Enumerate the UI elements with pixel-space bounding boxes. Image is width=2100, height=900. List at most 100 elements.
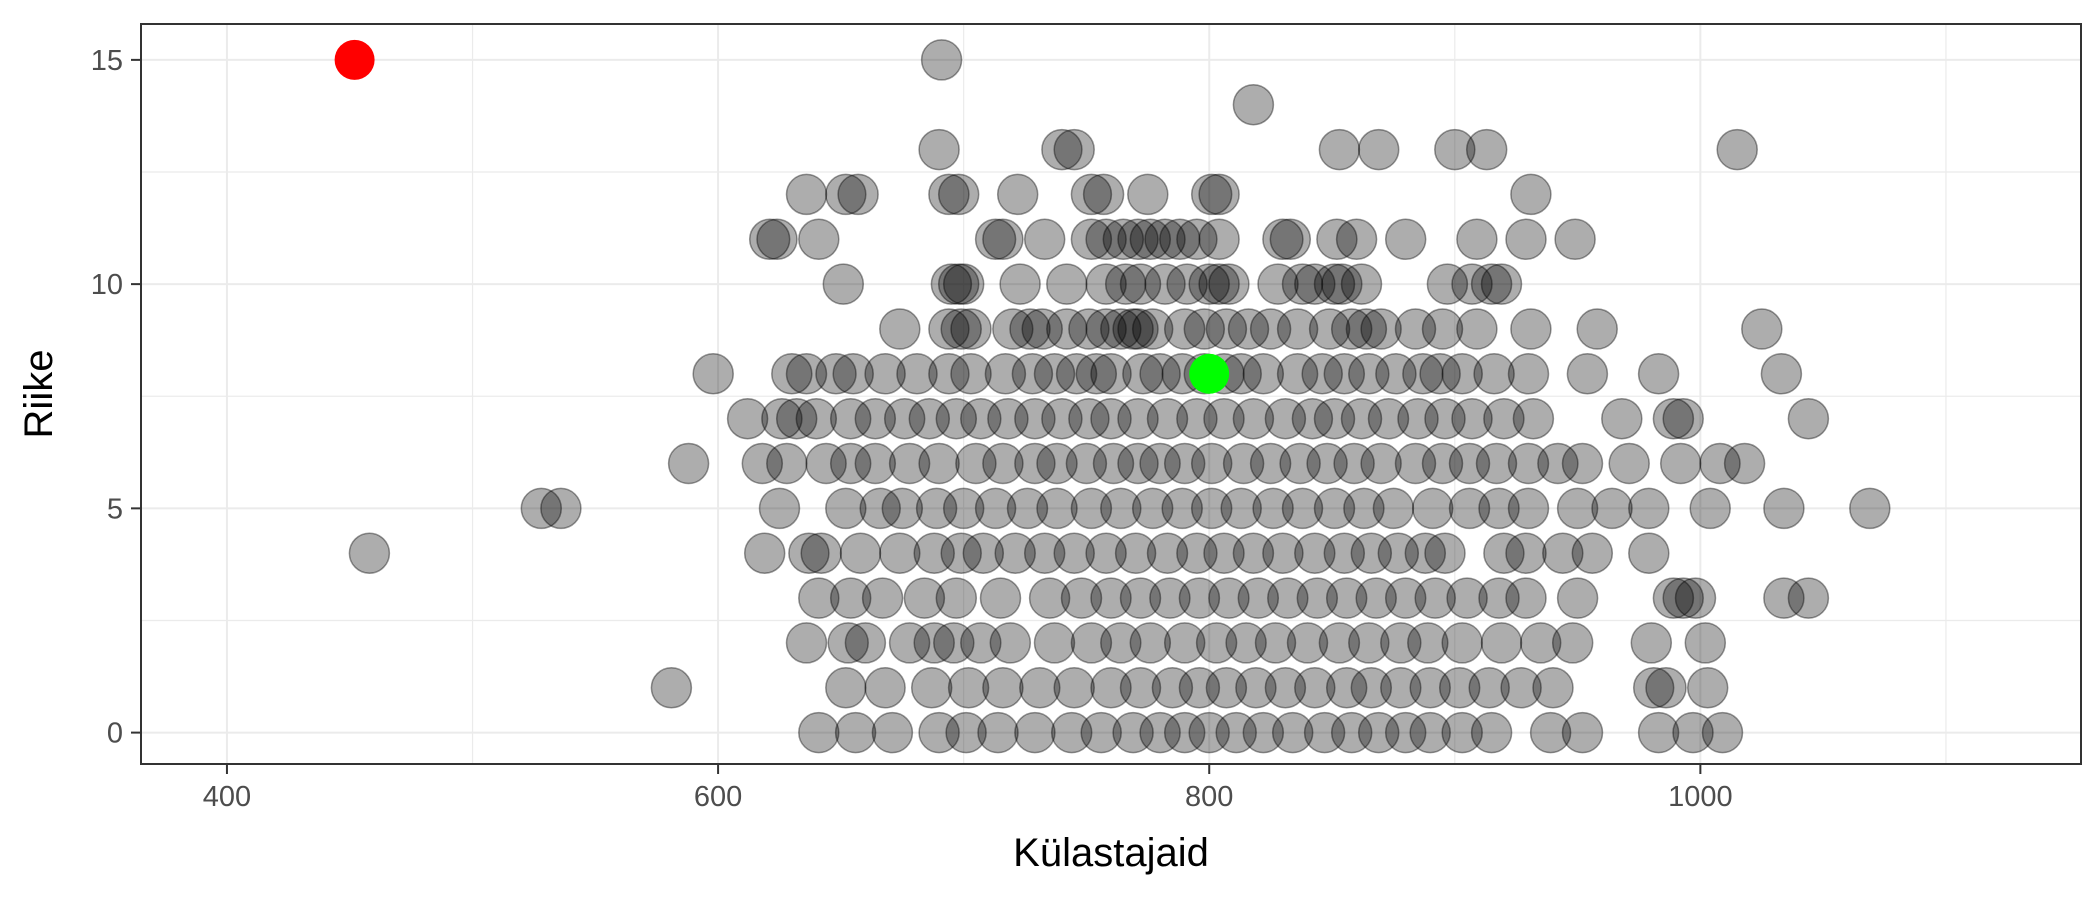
data-point — [1176, 397, 1218, 440]
data-point — [1117, 397, 1159, 440]
data-point — [1394, 442, 1437, 485]
data-point — [918, 128, 960, 171]
data-point — [1849, 487, 1891, 530]
data-point — [756, 218, 798, 261]
data-point — [1276, 353, 1319, 395]
data-point — [1220, 487, 1262, 530]
data-point — [1357, 128, 1400, 171]
data-point — [1161, 487, 1203, 530]
data-point — [1294, 263, 1336, 305]
data-point — [827, 622, 869, 664]
data-point — [982, 667, 1024, 709]
data-point — [1119, 577, 1162, 619]
data-point — [994, 532, 1036, 574]
data-point — [1262, 218, 1304, 261]
axes: 400 600 800 1000 0 5 10 15 — [91, 45, 1733, 813]
data-point — [1104, 263, 1147, 305]
data-point — [1456, 218, 1498, 261]
data-point — [1014, 442, 1056, 485]
data-point — [1348, 622, 1390, 664]
data-point — [928, 353, 970, 395]
data-point — [1296, 577, 1339, 619]
data-point — [928, 308, 970, 350]
data-point — [1674, 577, 1717, 619]
data-point — [937, 173, 980, 216]
data-point — [1198, 218, 1240, 261]
data-point — [1384, 711, 1427, 754]
data-point — [520, 487, 563, 530]
data-point — [795, 397, 838, 440]
data-point — [888, 442, 931, 485]
data-point — [1402, 353, 1444, 395]
data-point — [1566, 353, 1609, 395]
data-point — [1232, 83, 1275, 126]
data-point — [1340, 263, 1383, 305]
data-point — [1102, 218, 1145, 261]
data-point — [1424, 532, 1466, 574]
data-point — [1028, 577, 1071, 619]
data-point — [1375, 353, 1417, 395]
data-point — [1313, 487, 1356, 530]
data-point — [1316, 218, 1358, 261]
data-point — [1100, 487, 1142, 530]
data-point — [540, 487, 582, 530]
data-point — [1500, 667, 1542, 709]
data-point — [913, 622, 955, 664]
data-point — [800, 532, 842, 574]
data-point — [1129, 622, 1172, 664]
data-point — [950, 353, 992, 395]
data-point — [1127, 173, 1169, 216]
data-point — [829, 442, 872, 485]
data-point — [1112, 711, 1154, 754]
data-point — [1117, 218, 1159, 261]
data-point — [1146, 397, 1189, 440]
highlight-points — [334, 39, 1230, 394]
y-axis-title: Riike — [17, 350, 61, 439]
data-point — [915, 487, 958, 530]
data-point — [1249, 308, 1292, 350]
data-point — [837, 173, 879, 216]
data-point — [1178, 577, 1221, 619]
x-tick-label: 1000 — [1668, 781, 1733, 813]
highlight-point — [334, 39, 375, 80]
data-point — [1163, 711, 1206, 754]
data-point — [650, 667, 693, 709]
data-point — [1424, 397, 1466, 440]
data-point — [910, 667, 953, 709]
data-point — [984, 353, 1027, 395]
data-point — [771, 353, 813, 395]
data-point — [1198, 263, 1240, 305]
data-point — [692, 353, 734, 395]
data-point — [1684, 622, 1727, 664]
data-point — [1112, 308, 1154, 350]
data-point — [1409, 667, 1451, 709]
data-point — [1122, 353, 1164, 395]
data-point — [1505, 218, 1547, 261]
data-point — [1235, 667, 1277, 709]
y-tick-label: 15 — [91, 45, 123, 77]
data-point — [1006, 487, 1049, 530]
data-point — [1090, 577, 1132, 619]
data-point — [1419, 353, 1461, 395]
data-point — [1041, 128, 1083, 171]
data-point — [1053, 667, 1095, 709]
data-point — [1023, 532, 1066, 574]
data-point — [879, 532, 921, 574]
y-tick-label: 0 — [107, 718, 123, 750]
data-point — [1652, 397, 1695, 440]
data-point — [825, 487, 867, 530]
data-point — [825, 173, 867, 216]
data-point — [1053, 532, 1095, 574]
data-point — [1483, 397, 1525, 440]
data-point — [748, 218, 791, 261]
data-point — [1505, 577, 1547, 619]
data-point — [1340, 397, 1383, 440]
data-point — [1380, 667, 1422, 709]
data-point — [1357, 711, 1400, 754]
data-point — [1451, 263, 1493, 305]
data-point — [1556, 487, 1599, 530]
data-point — [822, 263, 865, 305]
data-point — [1129, 218, 1172, 261]
data-point — [726, 397, 769, 440]
